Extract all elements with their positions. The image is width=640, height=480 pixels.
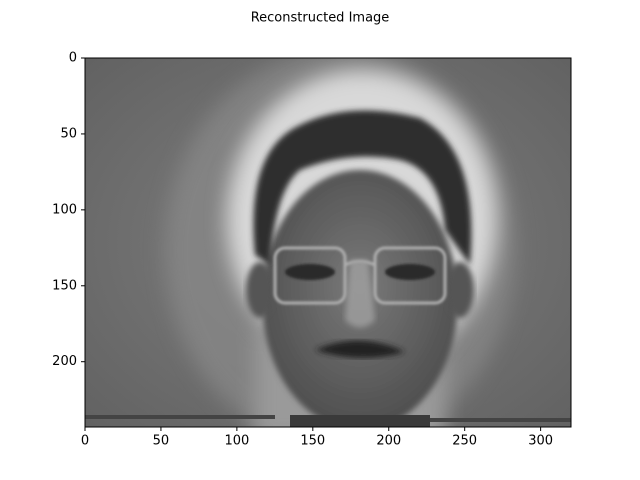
image [85, 58, 571, 427]
y-tick-label: 100 [52, 202, 77, 217]
y-tick-label: 150 [52, 278, 77, 293]
y-tick-label: 200 [52, 354, 77, 369]
chart-title: Reconstructed Image [251, 11, 390, 26]
x-tick-label: 300 [528, 434, 553, 449]
y-tick-label: 50 [60, 126, 77, 141]
x-tick-label: 150 [300, 434, 325, 449]
x-tick-label: 100 [224, 434, 249, 449]
x-tick-label: 0 [81, 434, 89, 449]
x-tick-label: 200 [376, 434, 401, 449]
x-tick-label: 250 [452, 434, 477, 449]
x-tick-label: 50 [153, 434, 170, 449]
y-tick-label: 0 [69, 51, 77, 66]
axes-frame [84, 57, 572, 428]
